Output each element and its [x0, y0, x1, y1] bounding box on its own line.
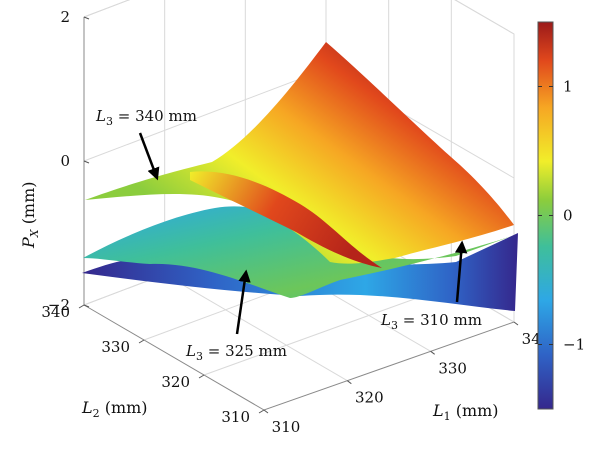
- svg-text:L3 = 325 mm: L3 = 325 mm: [185, 342, 287, 363]
- z-tick-label: −2: [48, 296, 70, 314]
- y-tick-label: 310: [221, 408, 250, 426]
- x-tick-label: 320: [355, 389, 384, 407]
- surface-l3-325: [83, 206, 512, 298]
- y-tick-label: 340: [41, 303, 70, 321]
- z-tick-label: 2: [60, 8, 70, 26]
- annotation-l3-325: L3 = 325 mm: [185, 269, 287, 363]
- arrow-l3-325: [235, 269, 251, 335]
- x-axis-label: L1 (mm): [432, 401, 499, 423]
- colorbar-ticks: −1 0 1: [538, 78, 585, 354]
- colorbar: −1 0 1: [537, 21, 585, 410]
- svg-text:L3 = 310 mm: L3 = 310 mm: [380, 311, 482, 332]
- x-tick-label: 330: [438, 359, 467, 377]
- arrow-l3-340: [138, 132, 160, 181]
- colorbar-tick-label: −1: [563, 336, 585, 354]
- colorbar-tick-label: 0: [563, 207, 573, 225]
- x-tick-label: 310: [272, 418, 301, 436]
- z-tick-label: 0: [60, 152, 70, 170]
- annotation-l3-340: L3 = 340 mm: [95, 107, 197, 181]
- y-axis-label: L2 (mm): [81, 398, 148, 420]
- y-tick-label: 330: [101, 338, 130, 356]
- svg-text:L3 = 340 mm: L3 = 340 mm: [95, 107, 197, 128]
- z-axis-label: PX (mm): [19, 181, 41, 249]
- arrow-l3-310: [454, 240, 468, 303]
- annotation-l3-310: L3 = 310 mm: [380, 240, 482, 332]
- colorbar-tick-label: 1: [563, 78, 573, 96]
- y-tick-label: 320: [161, 373, 190, 391]
- surface-l3-340: [85, 42, 514, 268]
